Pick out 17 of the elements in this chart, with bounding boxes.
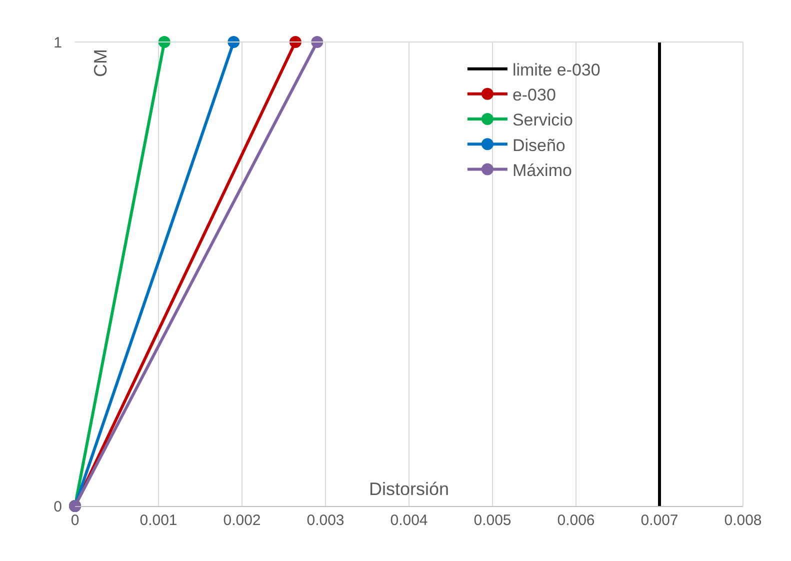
x-tick-label: 0.001 <box>140 512 178 529</box>
y-tick-label: 1 <box>54 34 62 52</box>
x-tick-label: 0.003 <box>306 512 344 529</box>
x-tick-label: 0.008 <box>724 512 762 529</box>
legend-label: e-030 <box>512 86 556 105</box>
x-tick-label: 0 <box>70 512 80 529</box>
x-axis-title: Distorsión <box>369 479 450 499</box>
y-axis-title: CM <box>90 49 111 77</box>
legend-label: Máximo <box>512 160 572 180</box>
legend-label: Servicio <box>512 110 573 130</box>
x-tick-label: 0.007 <box>640 512 678 529</box>
legend-label: Diseño <box>512 136 566 155</box>
x-tick-label: 0.004 <box>390 512 428 529</box>
x-tick-label: 0.006 <box>557 512 595 529</box>
legend-label: limite e-030 <box>512 60 600 80</box>
x-tick-label: 0.002 <box>223 512 261 529</box>
x-tick-label: 0.005 <box>474 512 512 529</box>
